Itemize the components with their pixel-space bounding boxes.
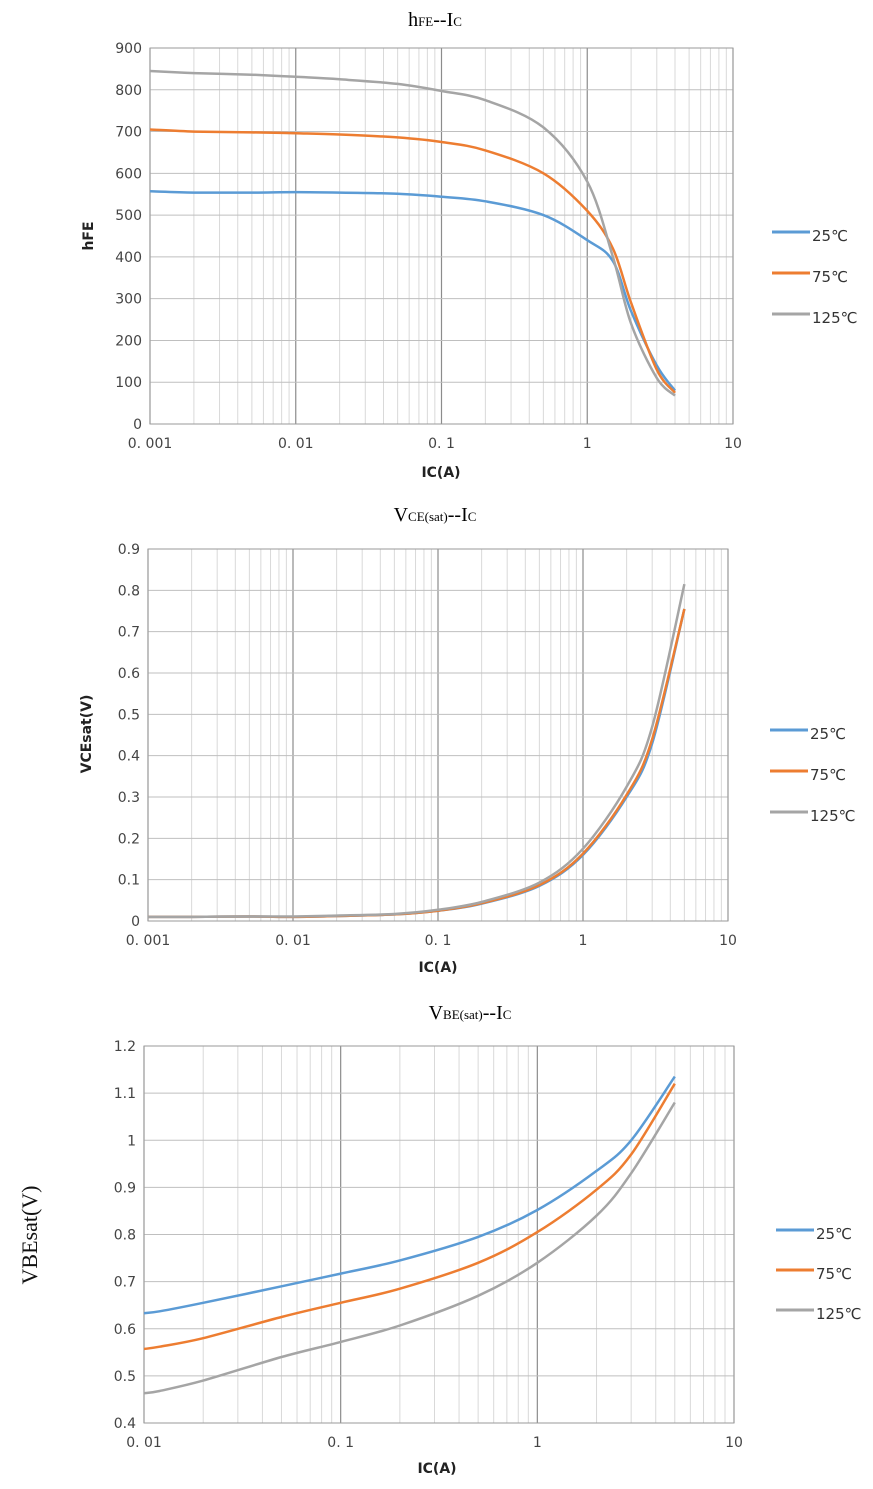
plot-area — [143, 1045, 735, 1424]
x-tick-label: 0. 1 — [327, 1435, 354, 1451]
series-line-1 — [149, 128, 676, 394]
chart-title: VBE(sat)--IC — [429, 1002, 512, 1024]
y-tick-label: 0.7 — [118, 625, 140, 641]
grid — [147, 548, 729, 922]
y-tick-label: 900 — [115, 41, 142, 57]
legend-label: 75℃ — [810, 766, 846, 784]
y-axis-label: VCEsat(V) — [79, 695, 95, 774]
y-axis-label: hFE — [81, 221, 97, 250]
x-tick-label: 1 — [533, 1435, 542, 1451]
x-tick-label: 10 — [719, 933, 737, 949]
x-tick-label: 10 — [725, 1435, 743, 1451]
series-line-1 — [148, 608, 686, 919]
legend-label: 125℃ — [810, 807, 855, 825]
x-tick-label: 0. 01 — [126, 1435, 162, 1451]
y-tick-label: 0 — [131, 914, 140, 930]
plot-area — [147, 548, 729, 922]
y-tick-label: 500 — [115, 208, 142, 224]
x-axis-label: IC(A) — [417, 1461, 456, 1477]
y-tick-label: 1.2 — [114, 1039, 136, 1055]
x-tick-label: 0. 01 — [275, 933, 311, 949]
legend-label: 125℃ — [812, 309, 857, 327]
y-tick-label: 0.5 — [118, 707, 140, 723]
y-tick-label: 0.5 — [114, 1369, 136, 1385]
legend: 25℃ 75℃ 125℃ — [770, 725, 855, 825]
y-tick-label: 0.4 — [114, 1416, 136, 1432]
chart-title: VCE(sat)--IC — [394, 504, 477, 526]
series-line-0 — [148, 608, 686, 919]
chart-title: hFE--IC — [408, 9, 462, 31]
series-line-2 — [149, 69, 676, 397]
x-tick-label: 0. 001 — [126, 933, 171, 949]
y-tick-label: 600 — [115, 166, 142, 182]
y-tick-label: 0.2 — [118, 831, 140, 847]
y-tick-label: 0.8 — [118, 583, 140, 599]
legend-label: 75℃ — [816, 1265, 852, 1283]
legend-label: 25℃ — [812, 227, 848, 245]
y-tick-label: 800 — [115, 83, 142, 99]
y-tick-label: 0.9 — [114, 1180, 136, 1196]
x-tick-label: 10 — [724, 436, 742, 452]
series-line-0 — [149, 190, 677, 392]
y-tick-label: 100 — [115, 375, 142, 391]
x-axis-label: IC(A) — [418, 960, 457, 976]
y-axis-label: VBEsat(V) — [17, 1186, 42, 1285]
legend-label: 125℃ — [816, 1305, 861, 1323]
legend-label: 75℃ — [812, 268, 848, 286]
plot-area — [149, 47, 734, 425]
y-tick-label: 0.3 — [118, 790, 140, 806]
series-line-0 — [143, 1075, 676, 1315]
legend-label: 25℃ — [810, 725, 846, 743]
y-tick-label: 400 — [115, 250, 142, 266]
y-tick-label: 0.8 — [114, 1228, 136, 1244]
vcesat-chart: VCE(sat)--IC 0. 001 0. 01 0. 1 1 10 0 0.1 0.2 0.3… — [79, 504, 855, 976]
x-tick-label: 1 — [583, 436, 592, 452]
x-tick-label: 0. 001 — [128, 436, 173, 452]
x-tick-label: 1 — [579, 933, 588, 949]
hfe-chart: hFE--IC0. 001 0. 01 0. 1 1 10010020030040050… — [81, 9, 857, 481]
legend-label: 25℃ — [816, 1225, 852, 1243]
x-tick-label: 0. 01 — [278, 436, 314, 452]
y-tick-label: 0.6 — [118, 666, 140, 682]
y-tick-label: 0.4 — [118, 749, 140, 765]
vbesat-chart: VBE(sat)--IC 0. 01 0. 1 1 10 0.4 0.5 0.6 0.7 0.8 0… — [17, 1002, 861, 1477]
y-tick-label: 300 — [115, 292, 142, 308]
legend: 25℃ 75℃ 125℃ — [772, 227, 857, 327]
grid — [149, 47, 734, 425]
x-tick-label: 0. 1 — [425, 933, 452, 949]
y-tick-label: 0.9 — [118, 542, 140, 558]
y-tick-label: 1.1 — [114, 1086, 136, 1102]
y-tick-label: 0.1 — [118, 873, 140, 889]
series-line-2 — [148, 583, 686, 919]
y-tick-label: 200 — [115, 333, 142, 349]
x-tick-label: 0. 1 — [428, 436, 455, 452]
series-line-1 — [143, 1083, 676, 1351]
y-tick-label: 1 — [127, 1133, 136, 1149]
y-tick-label: 700 — [115, 125, 142, 141]
x-axis-label: IC(A) — [421, 465, 460, 481]
legend: 25℃ 75℃ 125℃ — [776, 1225, 861, 1323]
grid — [143, 1045, 735, 1424]
y-tick-label: 0.7 — [114, 1275, 136, 1291]
y-tick-label: 0 — [133, 417, 142, 433]
y-tick-label: 0.6 — [114, 1322, 136, 1338]
series-line-2 — [143, 1101, 676, 1395]
